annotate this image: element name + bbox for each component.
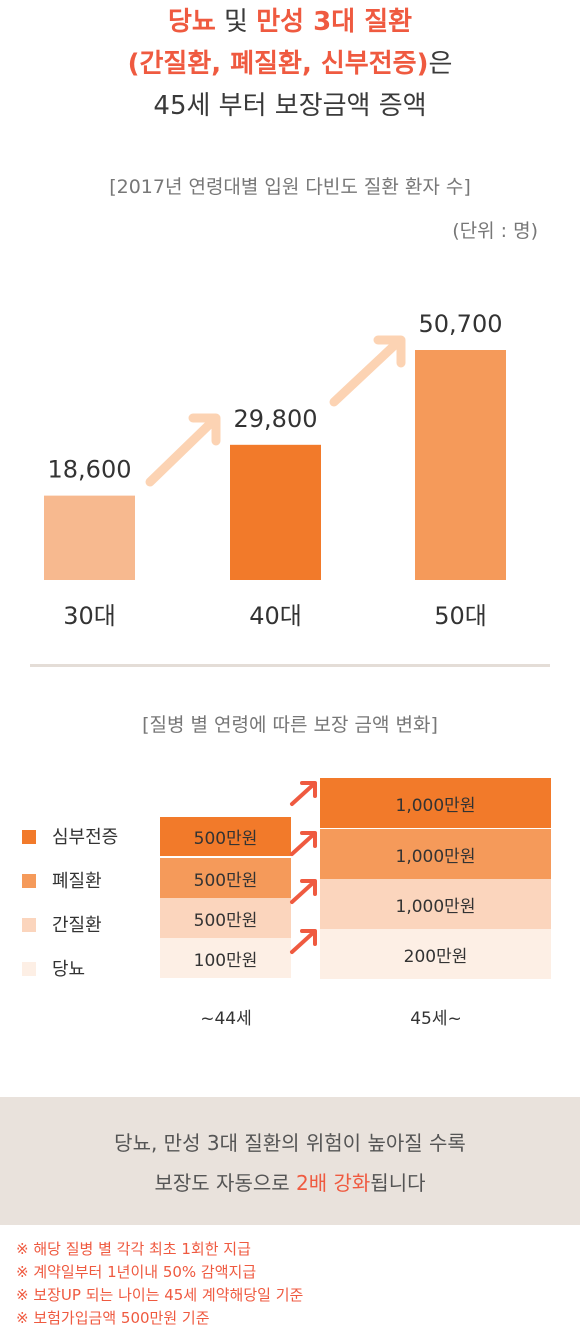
arrow-up-right-icon xyxy=(292,881,315,902)
banner-text: 보장도 자동으로 xyxy=(154,1171,296,1195)
footnote: ※ 계약일부터 1년이내 50% 감액지급 xyxy=(16,1261,303,1284)
bar-category-label: 30대 xyxy=(63,602,116,630)
chart1-subtitle: [2017년 연령대별 입원 다빈도 질환 환자 수] xyxy=(0,172,580,199)
legend-item-lung: 폐질환 xyxy=(22,872,118,916)
bar-category-label: 50대 xyxy=(434,602,487,630)
footnote: ※ 보장UP 되는 나이는 45세 계약해당일 기준 xyxy=(16,1284,303,1307)
bar-value-label: 29,800 xyxy=(234,405,318,433)
headline-line-1: 당뇨 및 만성 3대 질환 xyxy=(0,0,580,44)
banner-emphasis: 2배 강화 xyxy=(296,1171,370,1195)
footnote: ※ 해당 질병 별 각각 최초 1회한 지급 xyxy=(16,1238,303,1261)
cell-under44-heart-failure: 500만원 xyxy=(160,817,291,856)
arrow-up-right-icon xyxy=(292,833,315,854)
footnotes: ※ 해당 질병 별 각각 최초 1회한 지급 ※ 계약일부터 1년이내 50% … xyxy=(16,1238,303,1330)
cell-under44-lung: 500만원 xyxy=(160,858,291,898)
legend-swatch xyxy=(22,830,36,844)
legend-label: 간질환 xyxy=(52,915,102,936)
legend-swatch xyxy=(22,874,36,888)
section-divider xyxy=(30,664,550,667)
chart2-subtitle: [질병 별 연령에 따른 보장 금액 변화] xyxy=(0,710,580,737)
headline-conjunction: 및 xyxy=(216,7,256,37)
headline-chronic-diseases: 만성 3대 질환 xyxy=(256,7,412,37)
legend-swatch xyxy=(22,918,36,932)
legend-label: 심부전증 xyxy=(52,827,118,848)
cell-over45-lung: 1,000만원 xyxy=(320,829,551,879)
legend-item-diabetes: 당뇨 xyxy=(22,960,118,1004)
banner-text: 됩니다 xyxy=(370,1171,425,1195)
arrow-up-right-icon xyxy=(292,783,315,804)
increase-arrow-1 xyxy=(150,420,214,482)
footnote: ※ 보험가입금액 500만원 기준 xyxy=(16,1307,303,1330)
bar-30대 xyxy=(44,496,135,580)
bar-value-label: 18,600 xyxy=(48,456,132,484)
cell-over45-diabetes: 200만원 xyxy=(320,929,551,979)
age-label-over45: 45세~ xyxy=(366,1004,506,1029)
legend-swatch xyxy=(22,962,36,976)
headline-line-2: (간질환, 폐질환, 신부전증)은 xyxy=(0,42,580,86)
banner-line-1: 당뇨, 만성 3대 질환의 위험이 높아질 수록 xyxy=(0,1127,580,1156)
cell-under44-diabetes: 100만원 xyxy=(160,938,291,978)
summary-banner: 당뇨, 만성 3대 질환의 위험이 높아질 수록 보장도 자동으로 2배 강화됩… xyxy=(0,1097,580,1225)
cell-under44-liver: 500만원 xyxy=(160,898,291,938)
age-label-under44: ~44세 xyxy=(156,1004,296,1029)
headline-disease-list: (간질환, 폐질환, 신부전증) xyxy=(128,49,429,79)
bar-chart: 18,600 30대 29,800 40대 50,700 50대 xyxy=(0,280,580,660)
increase-arrows xyxy=(288,776,328,956)
legend: 심부전증 폐질환 간질환 당뇨 xyxy=(22,828,118,1004)
headline-line-3: 45세 부터 보장금액 증액 xyxy=(0,84,580,128)
bar-50대 xyxy=(415,350,506,580)
legend-label: 폐질환 xyxy=(52,871,102,892)
banner-line-2: 보장도 자동으로 2배 강화됩니다 xyxy=(0,1167,580,1196)
increase-arrow-2 xyxy=(334,342,398,402)
legend-label: 당뇨 xyxy=(52,959,85,980)
chart1-unit: (단위 : 명) xyxy=(452,216,538,243)
legend-item-heart-failure: 심부전증 xyxy=(22,828,118,872)
bar-value-label: 50,700 xyxy=(419,310,503,338)
bar-category-label: 40대 xyxy=(249,602,302,630)
cell-over45-heart-failure: 1,000만원 xyxy=(320,778,551,828)
legend-item-liver: 간질환 xyxy=(22,916,118,960)
bar-40대 xyxy=(230,445,321,580)
headline-diabetes: 당뇨 xyxy=(168,7,216,37)
headline-particle: 은 xyxy=(428,49,452,79)
cell-over45-liver: 1,000만원 xyxy=(320,879,551,929)
arrow-up-right-icon xyxy=(292,931,315,952)
